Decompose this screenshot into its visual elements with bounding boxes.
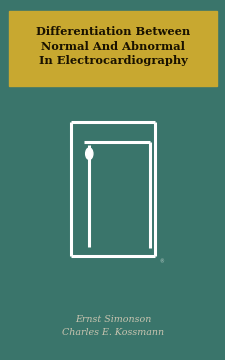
Circle shape — [85, 148, 92, 159]
Text: ®: ® — [158, 259, 163, 264]
Bar — [9, 11, 216, 86]
Text: Ernst Simonson
Charles E. Kossmann: Ernst Simonson Charles E. Kossmann — [62, 315, 163, 337]
Text: Differentiation Between
Normal And Abnormal
In Electrocardiography: Differentiation Between Normal And Abnor… — [36, 26, 189, 66]
